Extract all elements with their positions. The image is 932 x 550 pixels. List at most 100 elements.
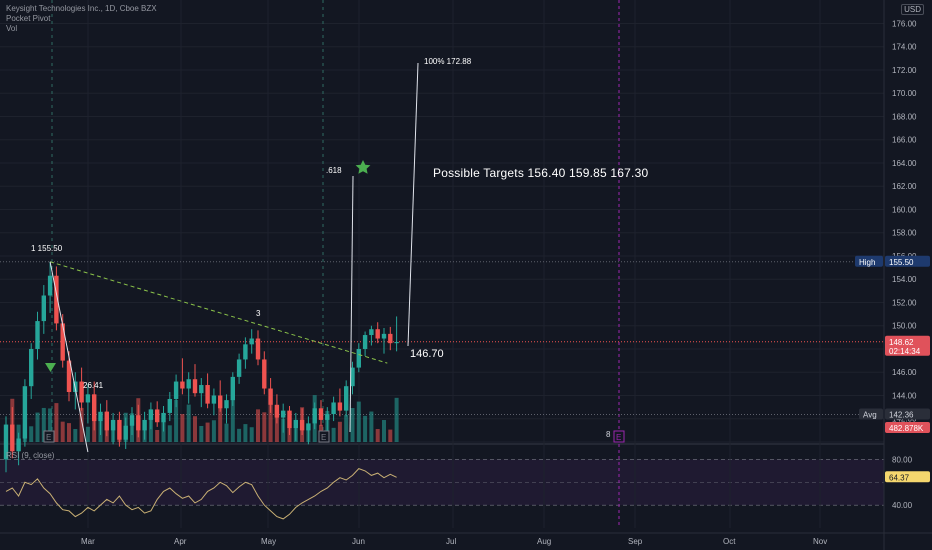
candle-body [29,348,34,387]
candle-body [47,275,53,296]
candle-body [155,409,160,423]
candle-body [236,359,242,377]
volume-bar [211,420,216,442]
label-100: 100% 172.88 [424,57,472,66]
candle-body [10,424,15,452]
candle-body [123,425,128,440]
last-price-badge-text: 148.62 [889,338,914,347]
candle-body [369,329,374,336]
candle-body [129,415,135,426]
rsi-badge-bg [885,471,930,483]
indicator-label: Pocket Pivot [6,14,51,23]
earnings-marker-2 [613,430,625,443]
candle-body [287,410,292,429]
volume-bar [256,409,260,442]
rsi-line [5,468,397,520]
earnings-marker-0 [43,430,55,443]
candle-body [362,335,368,349]
volume-bar [67,423,71,442]
volume-bar [394,397,399,442]
price-tick: 144.00 [892,391,917,400]
volume-bar [337,421,342,442]
candle-body [356,348,361,368]
candle-body [281,410,286,418]
volume-bar [224,423,229,442]
trend-line [49,261,388,364]
label-618: .618 [326,166,342,175]
candle-body [224,400,229,409]
volume-bar [167,425,172,442]
currency-badge[interactable]: USD [901,4,924,15]
price-tick: 154.00 [892,275,917,284]
label-8: 8 [606,430,611,439]
candle-body [230,376,235,401]
candle-body [350,367,355,387]
candle-body [35,321,40,349]
candle-body [243,344,248,360]
avg-badge-bg [885,408,930,420]
price-tick: 168.00 [892,112,917,121]
price-tick: 170.00 [892,89,917,98]
candle-body [161,412,166,423]
candle-body [388,333,393,344]
volume-bar [262,412,267,442]
month-label: Aug [537,537,551,546]
fib-100-line [407,62,419,347]
candle-body [92,394,97,422]
month-label: Nov [813,537,827,546]
volume-bar [48,408,53,442]
candle-body [394,342,399,344]
candle-body [205,385,210,404]
candle-body [268,388,273,405]
month-label: Mar [81,537,95,546]
candle-body [381,333,387,339]
label-14670: 146.70 [410,348,444,360]
star-marker [355,160,371,174]
volume-bar [274,407,279,442]
volume-bar [79,407,84,442]
candle-body [192,379,198,394]
volume-bar [180,414,185,442]
volume-bar [375,429,380,442]
candle-body [218,395,223,409]
earnings-letter-2: E [616,433,621,442]
volume-bar [35,412,40,442]
volume-bar [363,415,368,442]
candle-body [60,323,65,361]
last-price-badge-bg [885,335,930,356]
last-price-badge-text: 02:14:34 [889,347,921,356]
candle-body [98,411,103,422]
high-tag-bg [855,255,883,267]
month-label: Jun [352,537,365,546]
candle-body [180,381,185,389]
volume-bar [218,399,223,442]
month-label: Oct [723,537,736,546]
price-axis-bg [884,0,932,550]
candle-body [255,338,261,360]
volume-bar [73,429,78,442]
candle-body [306,423,311,431]
candle-body [249,338,254,345]
price-tick: 164.00 [892,159,917,168]
candle-body [331,402,336,415]
price-tick: 150.00 [892,322,917,331]
price-tick: 176.00 [892,19,917,28]
earnings-marker-1 [318,430,330,443]
volume-bar [205,422,210,442]
label-2641: 26.41 [83,381,104,390]
volume-bar [161,421,166,442]
price-tick: 172.00 [892,66,917,75]
label-1: 1 155.50 [31,244,63,253]
volume-bar [54,403,59,442]
volume-bar [268,403,273,442]
price-tick: 166.00 [892,136,917,145]
symbol-line: Keysight Technologies Inc., 1D, Cboe BZX [6,4,157,13]
candle-body [318,408,324,420]
rsi-badge-text: 64.37 [889,473,910,482]
candle-body [3,424,9,460]
candle-body [262,359,267,389]
volume-bar [193,416,197,442]
volume-bar [331,427,336,442]
